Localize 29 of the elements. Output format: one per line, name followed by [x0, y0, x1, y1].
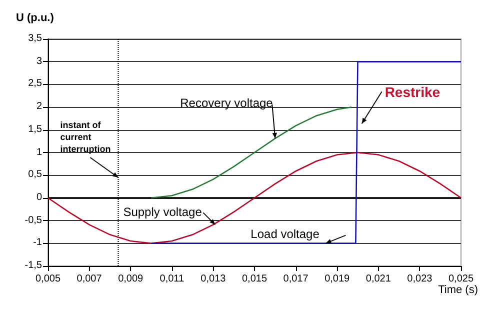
x-tick-label: 0,025	[448, 274, 474, 284]
y-axis-title: U (p.u.)	[16, 12, 54, 24]
annotation: instant of current interruption	[60, 119, 112, 156]
x-axis-title: Time (s)	[438, 284, 478, 296]
x-tick-label: 0,019	[324, 274, 350, 284]
x-tick-label: 0,007	[76, 274, 102, 284]
y-tick-label: 1,5	[28, 124, 42, 136]
y-tick-label: 0	[36, 192, 42, 204]
y-tick-label: 3	[36, 56, 42, 68]
y-tick-label: -1	[33, 237, 42, 250]
x-tick-label: 0,023	[407, 274, 433, 284]
x-tick-label: 0,017	[283, 274, 309, 284]
text: Recovery voltage	[180, 96, 273, 110]
x-tick-label: 0,005	[35, 274, 61, 284]
x-tick-label: 0,021	[366, 274, 392, 284]
y-tick-label: 1	[36, 146, 42, 158]
series-label: Supply voltage	[123, 204, 202, 219]
y-tick-label: 0,5	[28, 169, 42, 182]
y-tick-label: 2	[36, 101, 42, 114]
y-tick-label: -1,5	[24, 260, 42, 272]
x-tick-label: 0,009	[118, 274, 144, 284]
y-tick-label: 2,5	[28, 78, 42, 90]
x-tick-label: 0,013	[200, 274, 226, 284]
annotation: Restrike	[384, 84, 440, 100]
series-label: Load voltage	[250, 227, 320, 242]
x-tick-label: 0,011	[160, 274, 184, 284]
y-tick-label: -0,5	[24, 214, 42, 227]
x-tick-label: 0,015	[242, 274, 268, 284]
y-tick-label: 3,5	[28, 33, 42, 45]
